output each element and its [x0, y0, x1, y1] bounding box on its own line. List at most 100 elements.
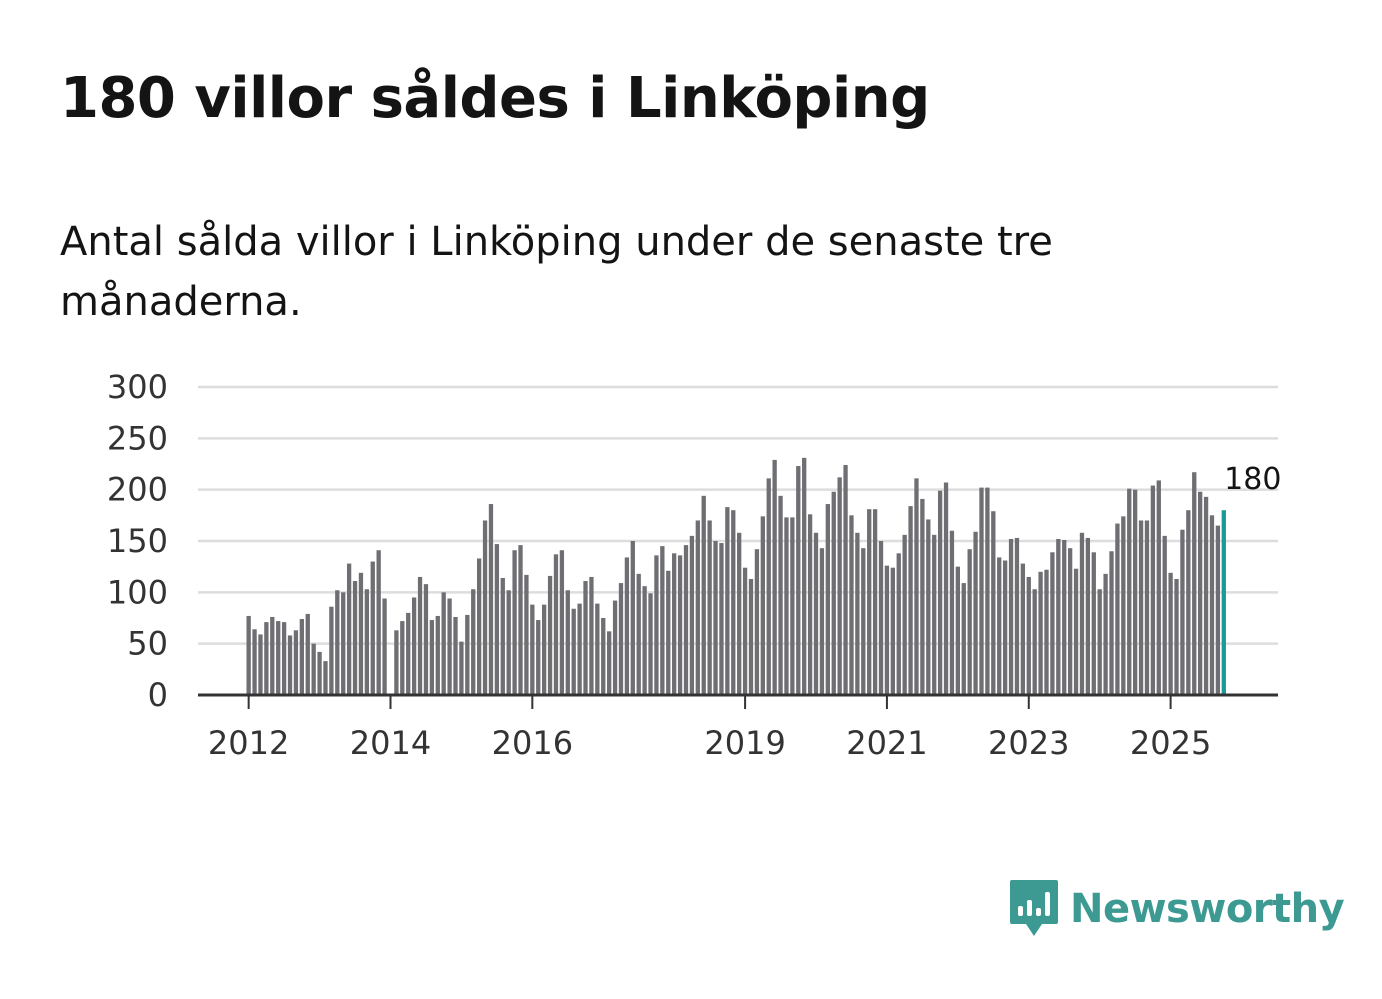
bar: [465, 614, 470, 695]
bar: [406, 612, 411, 695]
bar: [1056, 538, 1061, 695]
x-tick-label: 2014: [350, 724, 431, 762]
y-tick-label: 100: [107, 573, 168, 611]
y-tick-label: 300: [107, 368, 168, 406]
y-axis-ticks: 0 50 100 150 200 250 300: [107, 368, 168, 714]
bar: [1103, 573, 1108, 695]
bar: [476, 558, 482, 695]
bar: [949, 530, 955, 695]
bar: [1127, 488, 1132, 695]
bar: [985, 487, 990, 695]
bar: [955, 566, 960, 695]
bar: [961, 583, 966, 695]
highlight-value-label: 180: [1224, 462, 1281, 497]
bar: [742, 567, 748, 695]
bar: [506, 590, 511, 695]
bar: [601, 618, 606, 695]
bar: [382, 598, 387, 695]
bar: [441, 592, 446, 695]
bar: [518, 545, 523, 695]
bar: [536, 620, 541, 695]
bar: [459, 641, 464, 695]
bar: [1097, 589, 1102, 695]
bar: [429, 620, 435, 695]
bar: [867, 509, 872, 695]
bar: [559, 550, 565, 695]
bar: [1168, 572, 1173, 695]
bar: [766, 478, 771, 695]
bar: [394, 630, 399, 695]
x-tick-label: 2021: [846, 724, 927, 762]
bar: [1203, 496, 1209, 695]
bar: [772, 459, 777, 695]
bar: [861, 548, 866, 695]
bar: [411, 597, 417, 695]
bar: [1020, 563, 1026, 695]
bar: [902, 534, 907, 695]
bar: [276, 621, 281, 695]
bar: [488, 504, 494, 695]
bar: [542, 604, 547, 695]
bar: [1162, 535, 1167, 695]
bar: [1186, 510, 1191, 695]
y-tick-label: 50: [127, 625, 168, 663]
bar: [920, 498, 925, 695]
bar: [1215, 525, 1221, 695]
chart-title: 180 villor såldes i Linköping: [60, 66, 930, 131]
bar: [589, 576, 594, 695]
x-tick-label: 2012: [208, 724, 289, 762]
bar: [453, 616, 458, 695]
bar: [642, 586, 647, 695]
bar: [991, 511, 996, 695]
bar: [607, 631, 612, 695]
x-tick-label: 2025: [1130, 724, 1211, 762]
bar: [317, 651, 322, 695]
bar: [1091, 552, 1096, 695]
y-tick-label: 0: [148, 676, 168, 714]
x-axis: 2012 2014 2016 2019 2021 2023 2025: [198, 693, 1278, 762]
bar: [352, 581, 358, 695]
bar: [648, 593, 653, 695]
bar: [790, 517, 795, 695]
bar: [719, 543, 724, 695]
bar: [1050, 552, 1055, 695]
bar: [624, 557, 630, 695]
bar: [583, 581, 588, 695]
bar: [1144, 520, 1150, 695]
bar: [311, 643, 316, 695]
bar: [884, 565, 890, 695]
bar: [1109, 551, 1114, 695]
bar: [447, 598, 452, 695]
x-tick-label: 2023: [988, 724, 1069, 762]
bar: [683, 545, 689, 695]
bar: [346, 563, 352, 695]
bar: [707, 520, 712, 695]
bar: [878, 541, 884, 695]
bar: [872, 509, 878, 695]
bar: [1174, 578, 1179, 695]
x-tick-label: 2016: [492, 724, 573, 762]
bar: [364, 589, 369, 695]
bar: [1032, 589, 1037, 695]
bar: [1133, 489, 1138, 695]
bars: [246, 457, 1226, 695]
bar: [482, 520, 488, 695]
bar: [943, 482, 949, 695]
bar: [737, 532, 742, 695]
bar: [1062, 539, 1067, 695]
bar: [358, 572, 364, 695]
bar: [713, 541, 718, 695]
bar: [778, 495, 783, 695]
bar: [937, 490, 943, 695]
highlight-bar: [1221, 510, 1226, 695]
x-tick-label: 2019: [704, 724, 785, 762]
bar: [890, 567, 895, 695]
bar: [672, 553, 677, 695]
y-tick-label: 150: [107, 522, 168, 560]
bar: [831, 491, 836, 695]
bar: [287, 635, 293, 695]
bar: [666, 570, 671, 695]
bar: [677, 555, 683, 695]
bar: [754, 549, 760, 695]
bar: [270, 616, 275, 695]
